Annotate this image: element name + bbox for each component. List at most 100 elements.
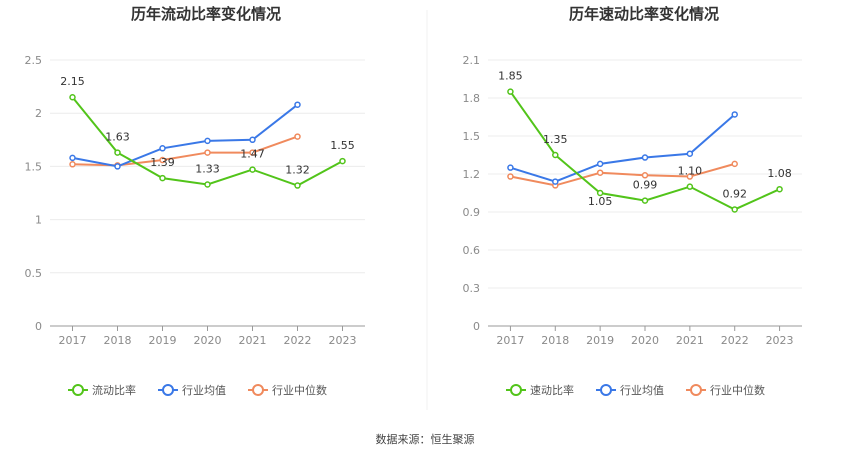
data-point-median [204,149,211,156]
legend-item-avg[interactable]: 行业均值 [596,384,664,397]
data-label: 2.15 [60,75,85,88]
data-point-avg [204,137,211,145]
data-point-avg [641,154,649,161]
legend-swatch-marker [162,384,174,396]
data-point-avg [552,178,559,185]
x-tick-label: 2018 [541,334,569,347]
data-label: 1.10 [678,165,703,178]
current-ratio-chart: 历年流动比率变化情况 0 0.5 1 1.5 2 2.5 2017 2018 2019 2020 20… [25,5,365,397]
data-label: 1.08 [767,167,792,180]
y-tick-label: 1.5 [463,130,481,143]
data-point-avg [159,145,166,152]
data-label: 1.55 [330,139,355,152]
data-label: 1.32 [285,164,310,177]
y-tick-label: 0 [35,320,42,333]
data-label: 1.63 [105,131,130,144]
data-label: 1.39 [150,156,175,169]
data-point-main [731,206,738,213]
y-tick-label: 0.3 [463,282,481,295]
data-point-median [69,161,76,168]
data-point-main [114,149,121,156]
data-point-main [249,166,256,173]
y-tick-label: 1 [35,214,42,227]
data-point-median [731,160,738,168]
legend-label: 行业中位数 [272,383,327,397]
data-label: 1.35 [543,133,568,146]
legend-label: 行业均值 [620,384,664,397]
x-tick-label: 2018 [104,334,132,347]
legend-item-avg[interactable]: 行业均值 [158,384,226,397]
data-point-avg [731,111,738,118]
legend-item-median[interactable]: 行业中位数 [248,383,327,397]
quick-ratio-chart: 历年速动比率变化情况 0 0.3 0.6 0.9 1.2 1.5 1.8 2.1 2017 2018… [463,5,802,397]
data-point-main [339,157,346,165]
legend-label: 速动比率 [530,383,574,397]
data-point-main [159,174,166,182]
legend-item-main[interactable]: 流动比率 [68,383,136,397]
y-tick-label: 2 [35,107,42,120]
data-point-main [641,197,649,204]
x-tick-label: 2019 [586,334,614,347]
data-point-main [686,183,694,190]
data-point-main [294,182,301,189]
data-point-median [641,172,649,179]
y-tick-label: 0.9 [463,206,481,219]
data-point-avg [69,154,76,162]
data-point-avg [596,160,604,168]
data-point-median [686,173,694,180]
data-point-median [249,149,256,156]
series-line-avg [510,113,736,183]
legend-swatch-marker [72,384,84,396]
chart-title: 历年速动比率变化情况 [569,5,719,23]
y-tick-label: 2.1 [463,54,481,67]
legend-swatch-marker [690,384,702,396]
x-tick-label: 2020 [194,334,222,347]
legend-swatch-marker [510,384,522,396]
data-point-median [596,169,604,176]
data-label: 0.99 [633,179,658,192]
data-label: 1.33 [195,162,220,175]
data-point-median [507,173,514,180]
data-point-main [204,181,211,188]
legend-swatch-marker [252,384,264,396]
y-tick-label: 1.5 [25,160,43,173]
legend-label: 流动比率 [92,383,136,397]
y-tick-label: 0.5 [25,267,43,280]
y-tick-label: 0 [473,320,480,333]
series-line-avg [72,103,299,168]
data-point-avg [114,163,121,170]
x-tick-label: 2022 [721,334,749,347]
data-point-median [294,133,301,140]
y-tick-label: 1.8 [463,92,481,105]
data-point-main [552,151,559,159]
data-label: 1.85 [498,70,523,83]
data-label: 1.47 [240,148,265,161]
data-point-avg [294,101,301,108]
legend-item-median[interactable]: 行业中位数 [686,383,765,397]
chart-title: 历年流动比率变化情况 [131,5,281,23]
data-source: 数据来源：恒生聚源 [376,432,475,446]
x-tick-label: 2021 [239,334,267,347]
x-tick-label: 2021 [676,334,704,347]
data-point-avg [249,136,256,144]
data-point-main [507,88,514,95]
y-tick-label: 1.2 [463,168,481,181]
legend-swatch-marker [600,384,612,396]
legend-item-main[interactable]: 速动比率 [506,383,574,397]
legend-label: 行业均值 [182,384,226,397]
x-tick-label: 2017 [496,334,524,347]
legend-label: 行业中位数 [710,383,765,397]
x-tick-label: 2019 [149,334,177,347]
x-tick-label: 2020 [631,334,659,347]
data-point-main [69,93,76,101]
data-point-main [596,189,604,197]
data-point-avg [507,164,514,171]
data-point-main [776,185,783,193]
x-tick-label: 2023 [766,334,794,347]
data-point-median [159,156,166,164]
x-tick-label: 2022 [284,334,312,347]
data-label: 0.92 [722,187,747,200]
y-tick-label: 2.5 [25,54,43,67]
